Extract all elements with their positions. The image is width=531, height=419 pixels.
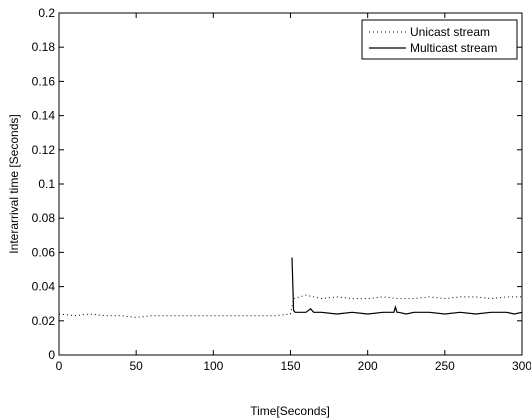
y-tick-label: 0.14 (32, 109, 56, 123)
y-tick-label: 0.06 (32, 245, 56, 259)
y-tick-label: 0.04 (32, 280, 56, 294)
y-tick-label: 0 (48, 348, 55, 362)
x-tick-label: 100 (203, 359, 223, 373)
x-tick-label: 250 (435, 359, 455, 373)
x-axis-label: Time[Seconds] (250, 404, 330, 418)
axis-ticks: 0 50 100 150 200 250 300 0 0.02 0.04 0.06 0.08 0.1 0.… (32, 6, 531, 373)
legend-label-unicast: Unicast stream (410, 25, 490, 39)
y-tick-label: 0.02 (32, 314, 56, 328)
y-axis-label: Interarrival time [Seconds] (7, 114, 21, 253)
y-tick-label: 0.2 (38, 6, 55, 20)
x-tick-label: 50 (129, 359, 143, 373)
series-line-multicast (291, 257, 523, 315)
legend: Unicast stream Multicast stream (361, 19, 518, 60)
series-group (58, 257, 523, 318)
x-tick-label: 150 (280, 359, 300, 373)
y-tick-label: 0.08 (32, 211, 56, 225)
legend-label-multicast: Multicast stream (410, 41, 497, 55)
y-tick-label: 0.12 (32, 143, 56, 157)
x-tick-label: 0 (56, 359, 63, 373)
plot-area (58, 12, 523, 356)
y-tick-label: 0.16 (32, 74, 56, 88)
y-tick-label: 0.18 (32, 40, 56, 54)
legend-box (361, 19, 518, 60)
y-tick-label: 0.1 (38, 177, 55, 191)
x-tick-label: 200 (358, 359, 378, 373)
x-tick-label: 300 (512, 359, 531, 373)
series-line-unicast (58, 294, 522, 318)
